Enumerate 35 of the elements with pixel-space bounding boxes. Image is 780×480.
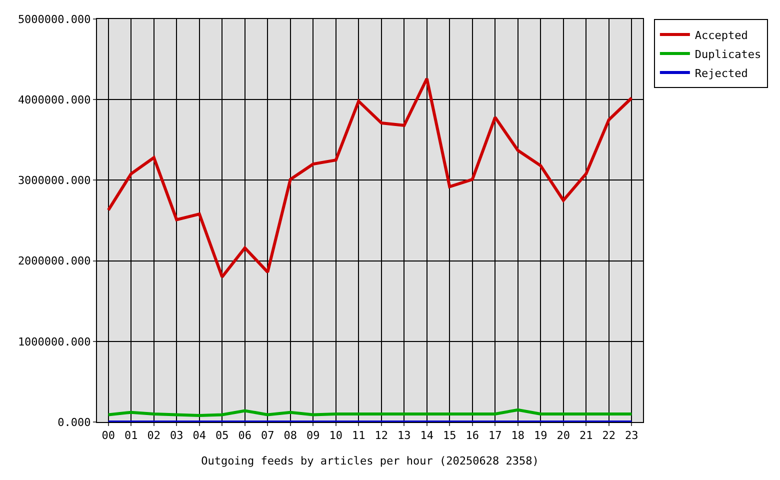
x-axis-title: Outgoing feeds by articles per hour (20250628 2358) xyxy=(201,454,539,468)
x-tick-label: 20 xyxy=(556,429,570,442)
x-tick-label: 07 xyxy=(261,429,274,442)
y-tick-label: 2000000.000 xyxy=(18,254,91,268)
x-tick-label: 15 xyxy=(443,429,456,442)
legend-label: Rejected xyxy=(694,66,748,80)
x-tick-label: 14 xyxy=(420,429,434,442)
y-tick-label: 5000000.000 xyxy=(18,12,91,26)
x-tick-label: 16 xyxy=(466,429,480,442)
line-series xyxy=(106,77,634,278)
x-tick-label: 08 xyxy=(284,429,298,442)
legend-label: Accepted xyxy=(694,28,748,42)
x-tick-label: 21 xyxy=(580,429,593,442)
y-tick-label: 1000000.000 xyxy=(18,335,91,348)
x-tick-label: 22 xyxy=(602,429,616,442)
x-tick-label: 04 xyxy=(192,429,206,442)
x-tick-label: 17 xyxy=(488,429,502,442)
x-tick-label: 13 xyxy=(398,429,411,442)
x-tick-label: 05 xyxy=(216,429,229,442)
y-tick-label: 4000000.000 xyxy=(18,93,91,106)
x-tick-label: 10 xyxy=(329,429,343,442)
legend-label: Duplicates xyxy=(694,48,762,61)
x-tick-label: 01 xyxy=(124,429,138,442)
x-tick-label: 02 xyxy=(147,429,161,442)
x-tick-label: 23 xyxy=(625,429,638,442)
x-tick-label: 18 xyxy=(511,429,525,442)
x-tick-label: 09 xyxy=(306,429,320,442)
x-tick-label: 19 xyxy=(534,429,548,442)
x-tick-label: 12 xyxy=(374,429,388,442)
x-tick-label: 11 xyxy=(352,429,366,442)
x-tick-label: 06 xyxy=(238,429,252,442)
x-tick-label: 00 xyxy=(102,429,116,442)
y-tick-label: 3000000.000 xyxy=(18,174,91,188)
x-tick-label: 03 xyxy=(170,429,184,442)
y-tick-label: 0.000 xyxy=(58,416,91,429)
